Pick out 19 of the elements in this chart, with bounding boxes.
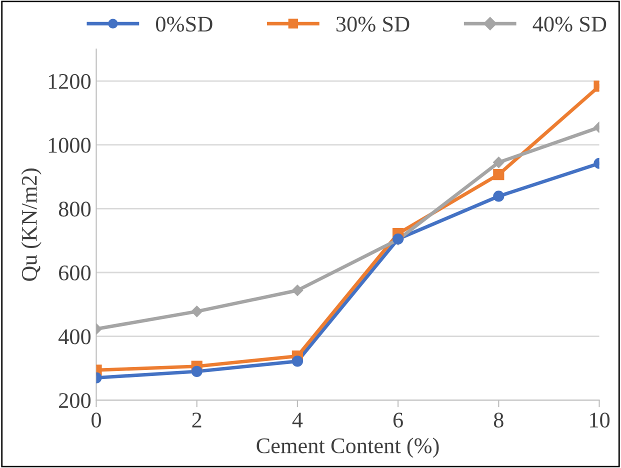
- x-tick-label: 10: [590, 412, 610, 428]
- x-axis-title: Cement Content (%): [256, 438, 439, 458]
- y-tick-label: 600: [59, 265, 91, 280]
- legend-label: 0%SD: [156, 16, 212, 32]
- y-tick-label: 1000: [48, 138, 91, 153]
- y-tick-label: 200: [59, 393, 91, 408]
- legend-label: 30% SD: [336, 16, 410, 32]
- x-tick-label: 8: [494, 412, 504, 428]
- y-axis-title: Qu (KN/m2): [21, 168, 42, 281]
- x-tick-label: 2: [192, 412, 202, 428]
- x-tick-label: 0: [92, 412, 101, 428]
- y-tick-label: 800: [58, 202, 91, 217]
- y-tick-label: 1200: [48, 74, 91, 89]
- x-tick-label: 6: [393, 412, 403, 428]
- point: [292, 284, 304, 296]
- point: [292, 356, 304, 367]
- legend-label: 40% SD: [532, 16, 606, 32]
- y-tick-label: 400: [58, 329, 91, 344]
- x-tick-label: 4: [292, 412, 303, 428]
